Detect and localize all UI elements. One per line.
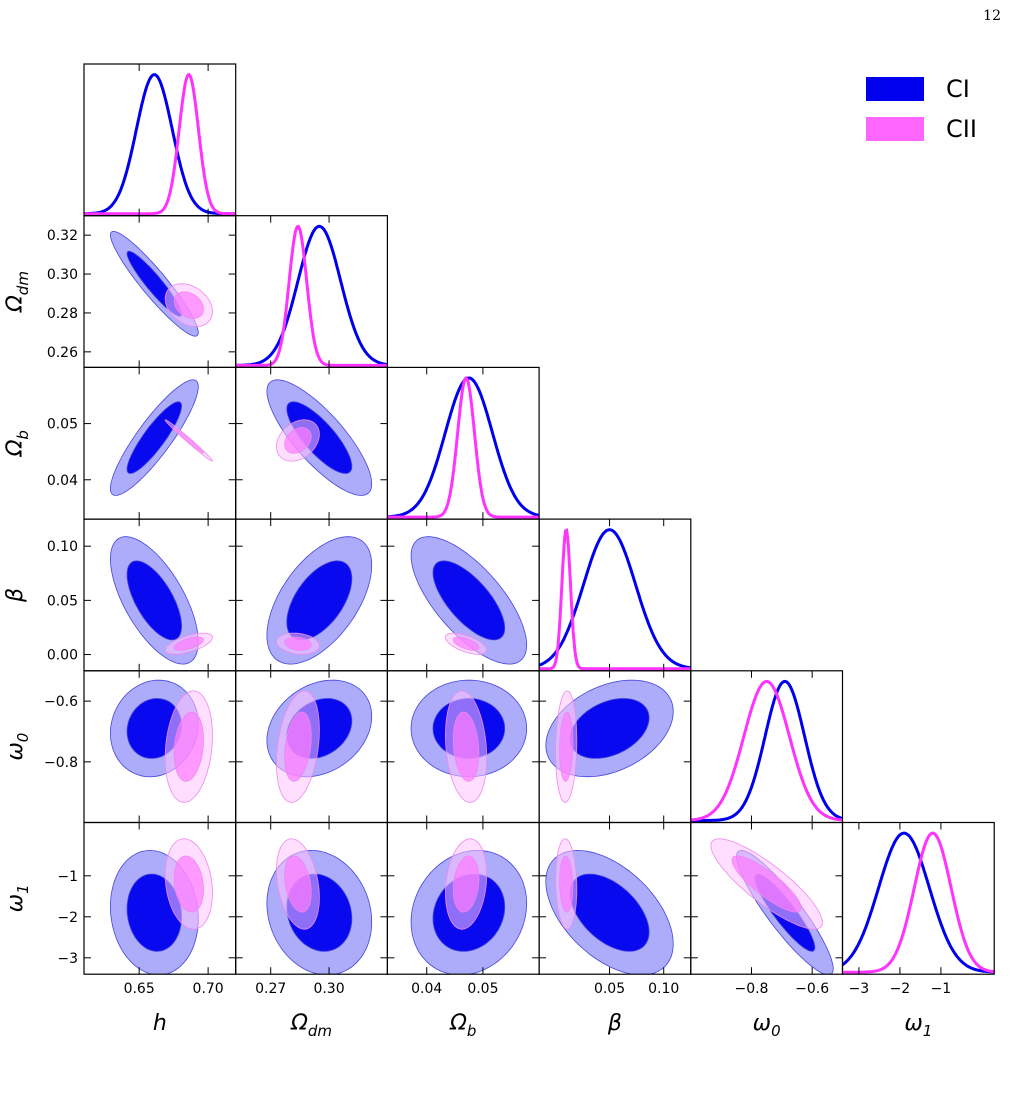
panel-5-3 (545, 838, 674, 975)
y-tick-label: 0.28 (47, 306, 78, 322)
panel-0-0 (84, 73, 236, 216)
x-tick-label: −1 (931, 981, 952, 997)
legend-swatch-CI (866, 77, 924, 101)
legend-swatch-CII (866, 117, 924, 141)
x-tick-label: −0.8 (734, 981, 768, 997)
y-tick-label: −2 (57, 910, 78, 926)
y-tick-label: −0.8 (44, 755, 78, 771)
panel-4-0 (109, 679, 213, 803)
x-axis-label-2: Ωb (449, 1011, 476, 1040)
panel-5-5 (842, 831, 995, 974)
marginal-CII-0 (84, 73, 236, 216)
contour-CII-5-3-68 (559, 855, 574, 913)
x-tick-label: −3 (849, 981, 870, 997)
panel-frame-0-0 (83, 63, 237, 217)
x-axis-label-5: ω1 (904, 1011, 932, 1040)
panel-frame-4-4 (690, 670, 844, 824)
panel-5-1 (266, 838, 373, 975)
panel-2-0 (109, 379, 213, 496)
x-axis-label-3: β (607, 1011, 622, 1036)
y-tick-label: 0.05 (47, 593, 78, 609)
y-tick-label: 0.00 (47, 648, 78, 664)
marginal-CI-5 (842, 831, 995, 974)
contour-CII-1-0-68 (173, 291, 204, 319)
x-tick-label: 0.65 (124, 981, 155, 997)
contour-CII-5-4-68 (731, 855, 802, 913)
x-axis-label-1: Ωdm (290, 1011, 332, 1040)
panel-1-1 (235, 224, 388, 367)
panel-5-4 (710, 838, 834, 975)
y-tick-label: −1 (57, 869, 78, 885)
contour-CII-3-0-68 (173, 636, 204, 651)
y-tick-label: 0.10 (47, 539, 78, 555)
x-tick-label: 0.30 (313, 981, 344, 997)
panel-3-3 (539, 528, 691, 671)
panel-3-2 (410, 536, 528, 665)
marginal-CII-4 (690, 679, 843, 822)
marginal-CII-1 (235, 224, 388, 367)
panel-1-0 (109, 231, 213, 337)
panel-2-2 (387, 375, 540, 519)
y-tick-label: 0.05 (47, 417, 78, 433)
marginal-CI-2 (387, 376, 540, 519)
contour-CII-2-0-68 (173, 427, 205, 454)
y-tick-label: 0.04 (47, 473, 78, 489)
marginal-CII-5 (842, 831, 995, 974)
x-tick-label: 0.70 (193, 981, 224, 997)
x-tick-label: −0.6 (795, 981, 829, 997)
y-axis-label-3: β (3, 588, 28, 603)
x-tick-label: 0.05 (467, 981, 498, 997)
panel-5-2 (410, 838, 528, 975)
y-tick-label: −3 (57, 951, 78, 967)
panel-3-0 (109, 536, 213, 665)
panel-frame-5-5 (841, 821, 995, 975)
marginal-CI-0 (84, 73, 236, 216)
contour-CII-4-3-68 (559, 711, 574, 782)
x-axis-label-4: ω0 (753, 1011, 781, 1040)
y-axis-label-5: ω1 (3, 884, 32, 912)
y-axis-label-2: Ωb (3, 430, 32, 457)
panel-4-1 (266, 679, 373, 803)
marginal-CI-1 (235, 224, 388, 367)
x-tick-label: 0.10 (648, 981, 679, 997)
x-tick-label: −2 (890, 981, 911, 997)
x-tick-label: 0.27 (255, 981, 286, 997)
legend-label-CI: CI (946, 75, 970, 103)
contour-CI-3-2-68 (432, 560, 506, 641)
panel-2-1 (266, 379, 373, 496)
contour-CI-3-1-68 (286, 560, 353, 641)
contour-CII-3-1-68 (284, 636, 312, 651)
marginal-CI-3 (539, 528, 691, 670)
panel-4-4 (690, 679, 843, 822)
contour-CII-2-1-68 (284, 427, 312, 454)
panel-3-1 (266, 536, 373, 665)
contour-CII-4-0-68 (173, 711, 204, 782)
y-tick-label: 0.30 (47, 267, 78, 283)
x-tick-label: 0.05 (594, 981, 625, 997)
legend-label-CII: CII (946, 115, 977, 143)
contour-CII-5-0-68 (173, 855, 204, 913)
y-axis-label-1: Ωdm (3, 271, 32, 313)
y-tick-label: −0.6 (44, 694, 78, 710)
contour-CII-5-2-68 (452, 855, 480, 913)
contour-CII-3-2-68 (452, 636, 480, 651)
x-axis-label-0: h (153, 1011, 167, 1036)
panel-4-2 (410, 679, 528, 803)
page-number: 12 (983, 8, 1001, 24)
contour-CI-3-0-68 (126, 560, 183, 641)
x-tick-label: 0.04 (411, 981, 442, 997)
contour-CII-5-1-68 (284, 855, 312, 913)
panel-4-3 (545, 679, 674, 803)
y-tick-label: 0.26 (47, 345, 78, 361)
y-axis-label-4: ω0 (3, 733, 32, 761)
marginal-CII-3 (539, 528, 691, 671)
marginal-CI-4 (690, 679, 843, 822)
panel-5-0 (109, 838, 213, 975)
y-tick-label: 0.32 (47, 228, 78, 244)
marginal-CII-2 (387, 375, 540, 519)
contour-CI-2-0-68 (126, 401, 183, 474)
contour-CII-4-1-68 (284, 711, 312, 782)
contour-CII-4-2-68 (452, 711, 480, 782)
